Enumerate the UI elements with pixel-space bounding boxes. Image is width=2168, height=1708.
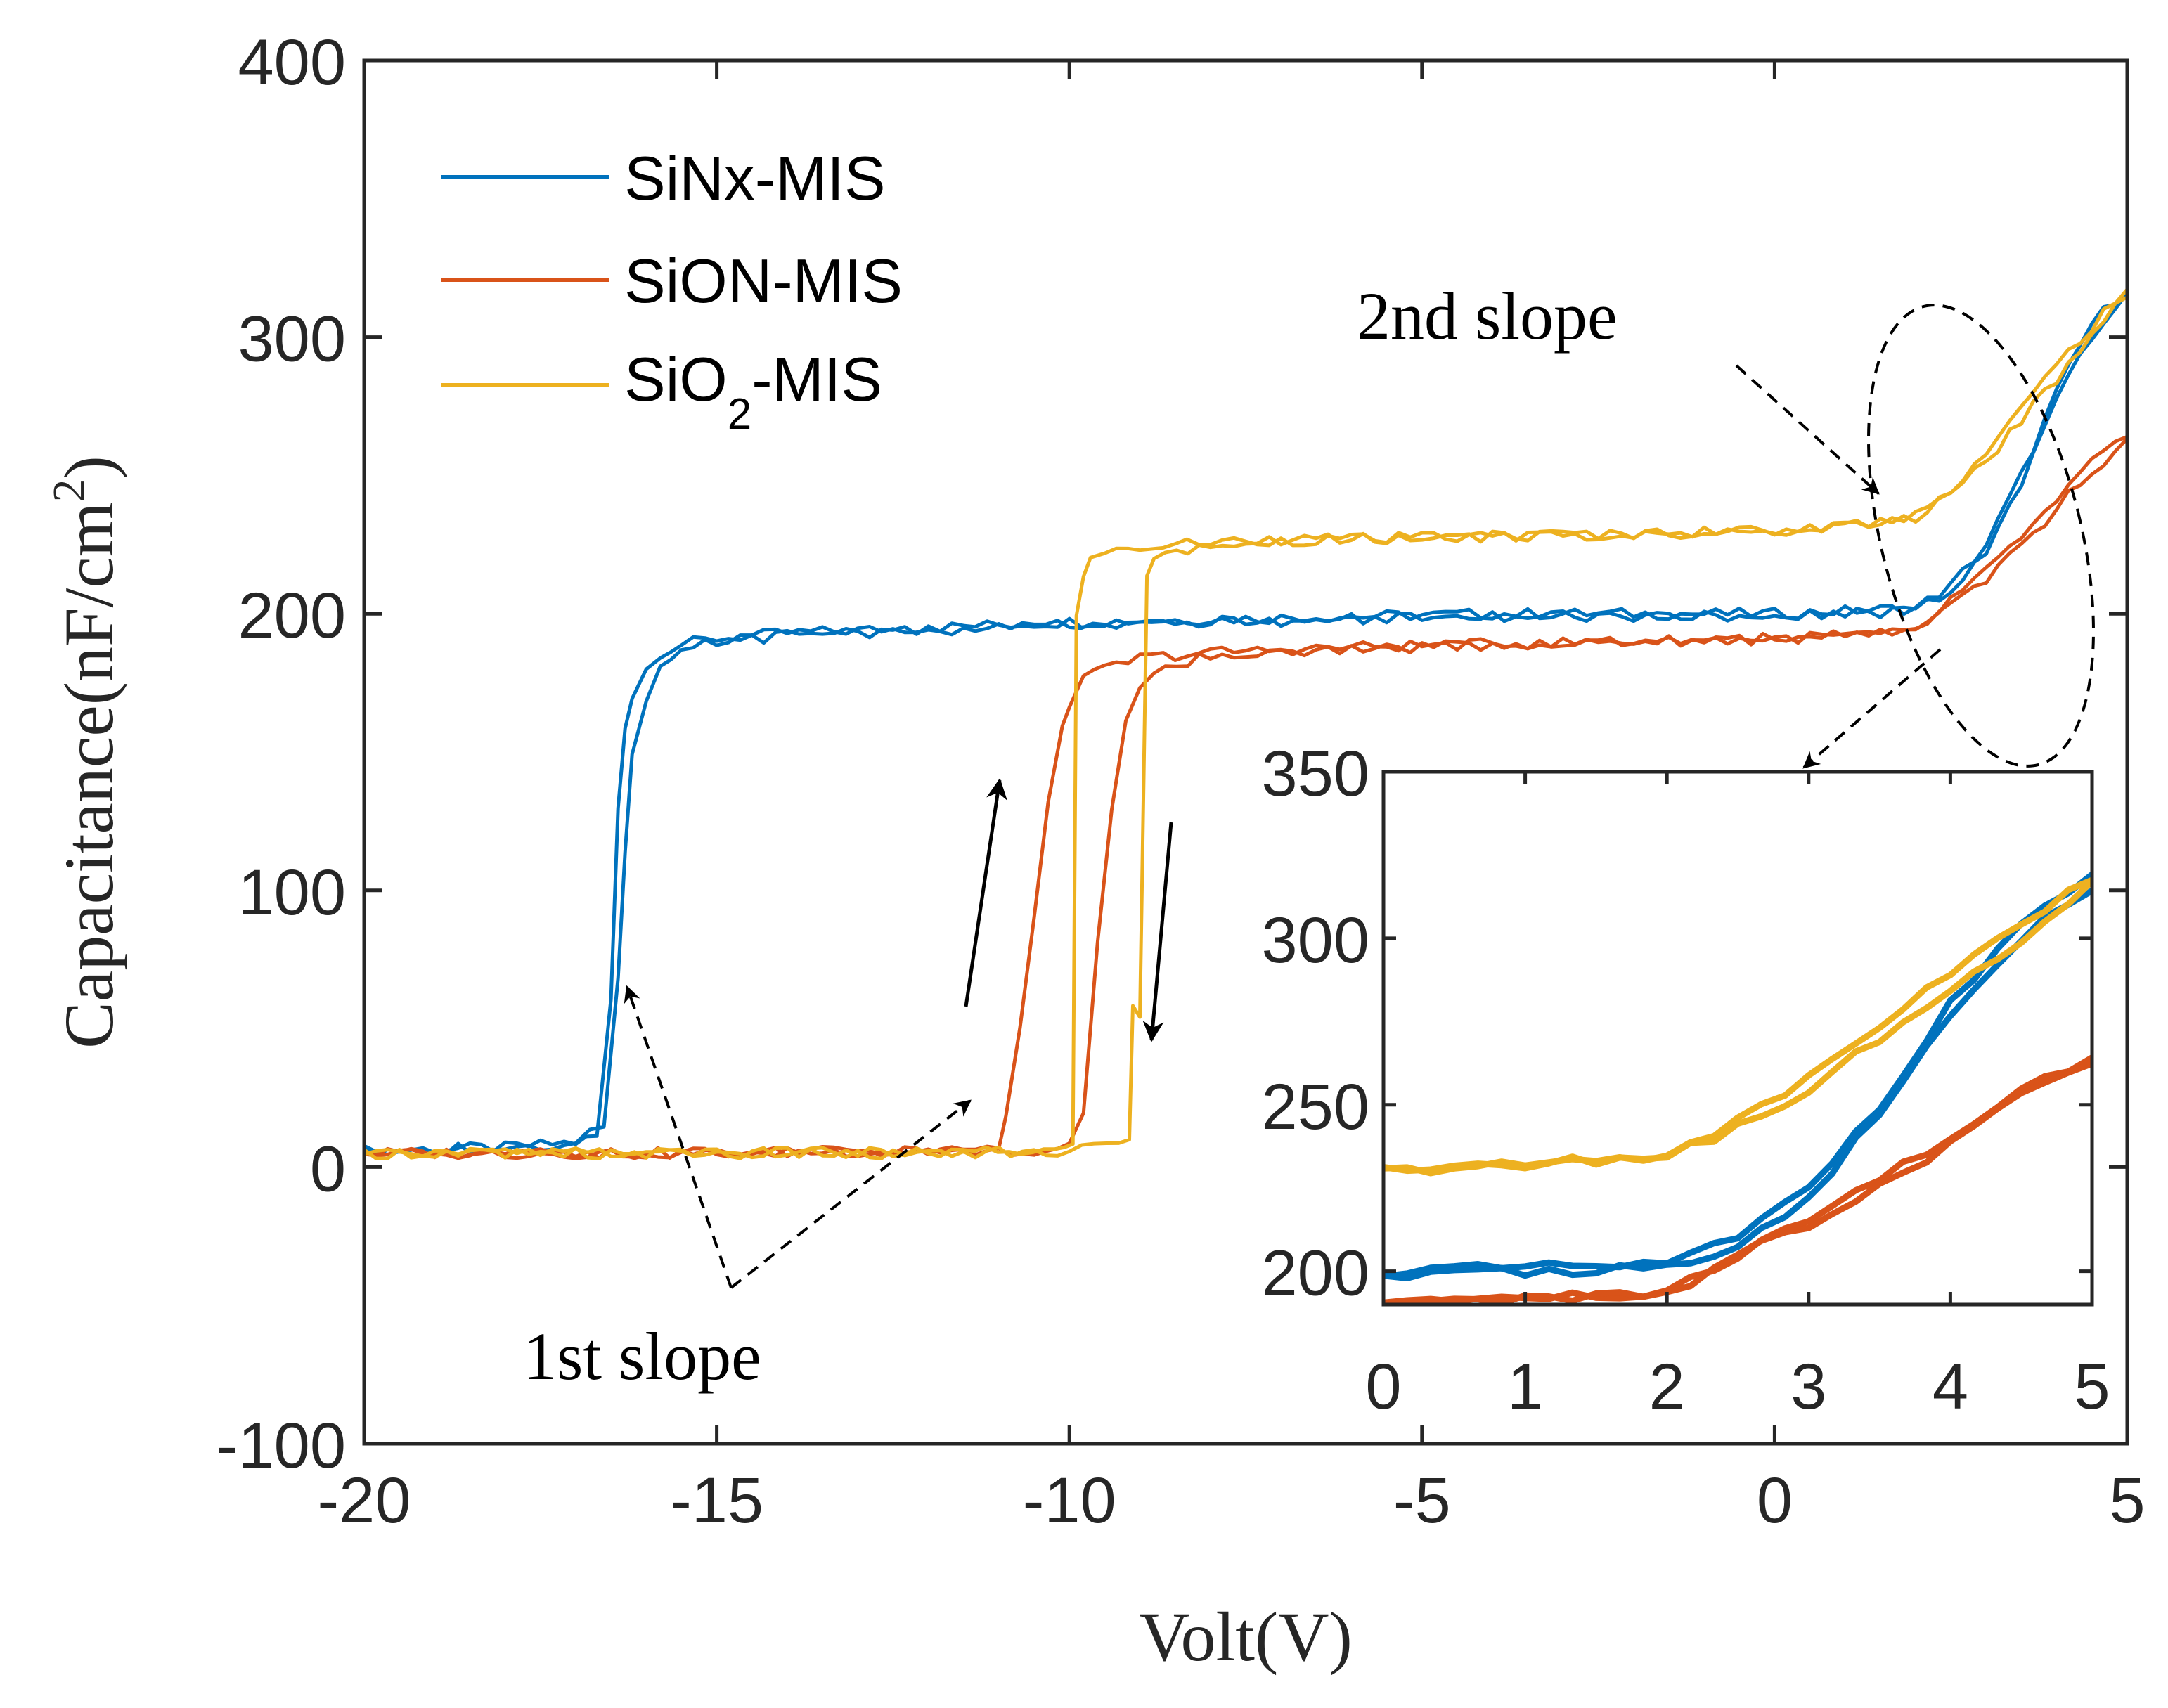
y-axis-title-sup: 2	[44, 479, 95, 502]
svg-text:Capacitance(nF/cm2): Capacitance(nF/cm2)	[44, 455, 128, 1049]
inset-y-tick-label: 350	[1262, 738, 1370, 810]
series-line-sionmis-reverse	[364, 437, 2127, 1160]
y-axis-title-main: Capacitance(nF/cm	[50, 502, 128, 1048]
legend-entry-sio2: SiO2-MIS	[441, 344, 882, 439]
legend-entry-sion: SiON-MIS	[441, 246, 903, 316]
y-tick-label: -100	[217, 1410, 346, 1482]
legend-label-sio2-suffix: -MIS	[751, 344, 882, 414]
main-plot: -20 -15 -10 -5 0 5 -100 0 100 200 300 400	[217, 27, 2146, 1536]
inset-plot: 0 1 2 3 4 5 200 250 300 350	[1262, 738, 2110, 1423]
second-slope-arrow	[1735, 364, 1880, 495]
inset-background	[1383, 772, 2092, 1305]
legend-label-sio2: SiO2-MIS	[624, 344, 882, 439]
inset-x-tick-label: 3	[1790, 1351, 1826, 1423]
inset-x-tick-label: 5	[2074, 1351, 2110, 1423]
y-tick-label: 200	[238, 580, 347, 652]
inset-x-tick-label: 4	[1933, 1351, 1968, 1423]
inset-series-group	[1383, 872, 2092, 1305]
x-tick-label: -15	[670, 1465, 763, 1536]
inset-y-tick-label: 300	[1262, 905, 1370, 976]
x-tick-label: -10	[1023, 1465, 1116, 1536]
inset-x-tick-label: 0	[1365, 1351, 1401, 1423]
annotation-second-slope: 2nd slope	[1357, 278, 1618, 354]
legend: SiNx-MIS SiON-MIS SiO2-MIS	[441, 143, 903, 439]
x-tick-label: 0	[1757, 1465, 1793, 1536]
legend-label-sinx: SiNx-MIS	[624, 143, 886, 213]
x-tick-label: -5	[1393, 1465, 1451, 1536]
legend-label-sion: SiON-MIS	[624, 246, 903, 316]
sweep-up-arrow	[964, 778, 1007, 1007]
main-series-group	[364, 287, 2127, 1160]
inset-series-line-sinxmis-reverse	[1383, 888, 2092, 1281]
inset-axes-box	[1381, 770, 2094, 1307]
inset-series-line-siomis-forward	[1383, 876, 2092, 1177]
inset-y-tick-label: 250	[1262, 1071, 1370, 1143]
first-slope-arrow-left	[624, 985, 733, 1288]
x-tick-label: -20	[318, 1465, 411, 1536]
inset-x-tick-label: 1	[1507, 1351, 1543, 1423]
legend-label-sio2-base: SiO	[624, 344, 728, 414]
inset-ticks: 0 1 2 3 4 5 200 250 300 350	[1262, 738, 2110, 1423]
y-axis-title-close: )	[50, 455, 128, 479]
second-slope-ellipse	[1867, 304, 2095, 768]
y-tick-label: 300	[238, 304, 347, 375]
y-tick-label: 100	[238, 857, 347, 929]
annotation-first-slope: 1st slope	[523, 1319, 761, 1394]
y-tick-label: 400	[238, 27, 347, 98]
inset-pointer-arrow	[1802, 648, 1942, 769]
inset-x-tick-label: 2	[1649, 1351, 1685, 1423]
annotations: 1st slope 2nd slope	[523, 278, 2095, 1394]
legend-entry-sinx: SiNx-MIS	[441, 143, 886, 213]
y-axis-title: Capacitance(nF/cm2)	[44, 455, 128, 1049]
x-tick-label: 5	[2109, 1465, 2145, 1536]
main-ticks: -20 -15 -10 -5 0 5 -100 0 100 200 300 400	[217, 27, 2146, 1536]
series-line-siomis-reverse	[364, 295, 2127, 1160]
main-axes-box	[362, 58, 2129, 1446]
sweep-down-arrow	[1142, 822, 1173, 1042]
series-line-sinxmis-reverse	[364, 292, 2127, 1156]
y-tick-label: 0	[310, 1133, 346, 1205]
legend-label-sio2-sub: 2	[728, 390, 751, 439]
x-axis-title: Volt(V)	[1139, 1598, 1353, 1676]
inset-y-tick-label: 200	[1262, 1238, 1370, 1309]
inset-series-line-siomis-reverse	[1383, 879, 2092, 1175]
first-slope-arrow-right	[730, 1099, 972, 1289]
